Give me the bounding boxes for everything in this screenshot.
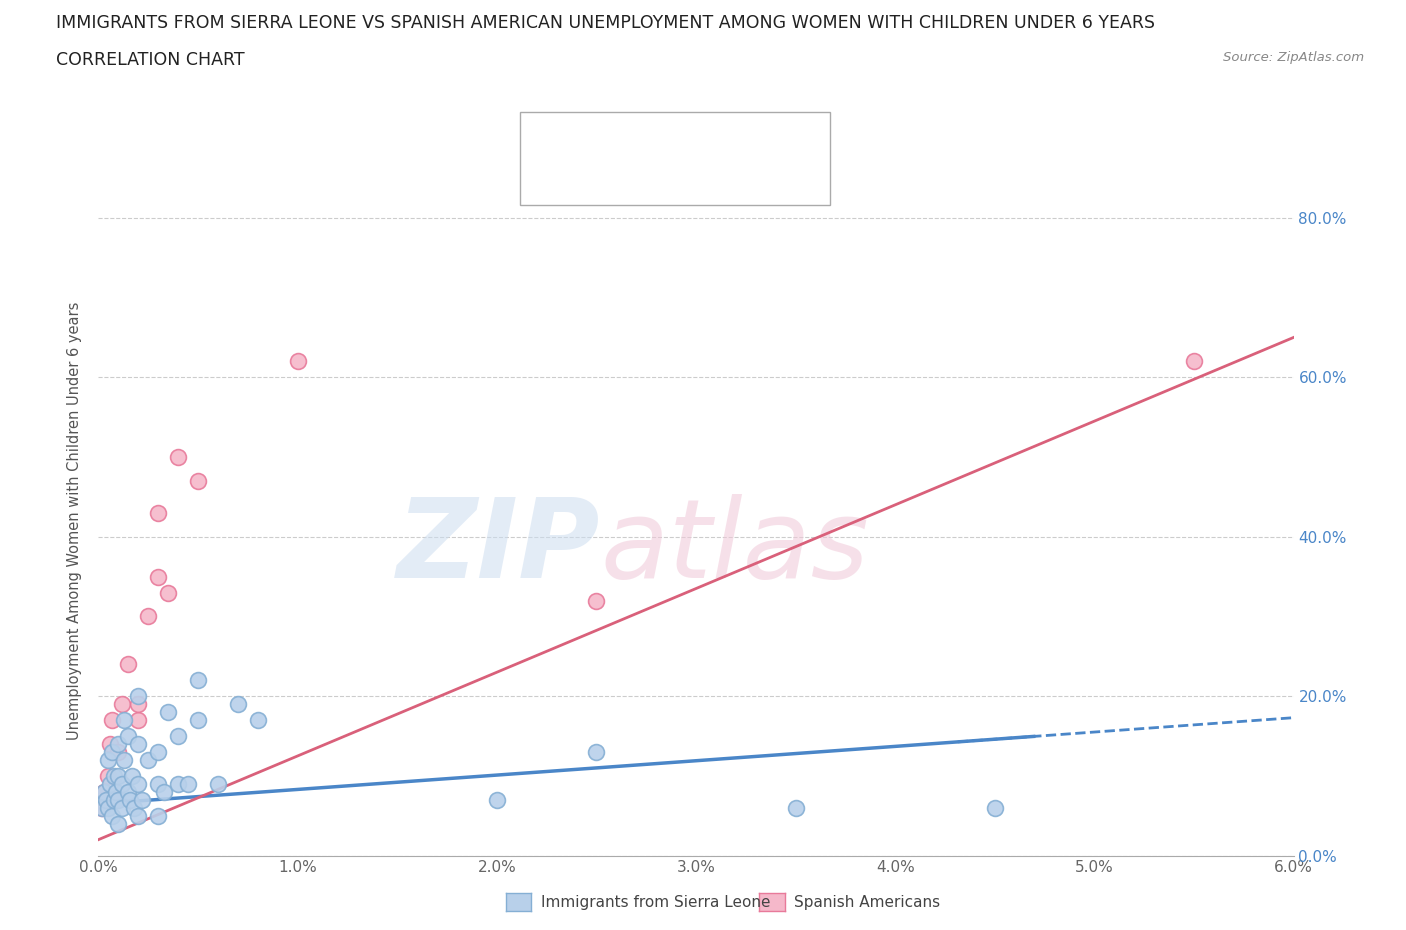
Point [1182,354,1205,369]
Text: 20: 20 [700,172,723,190]
Point [148,505,170,520]
Point [91,801,114,816]
Text: 47: 47 [700,132,724,150]
Point [103,768,125,783]
Point [127,777,149,791]
Point [91,801,114,816]
Text: atlas: atlas [600,494,869,601]
Point [120,792,142,807]
Point [485,792,508,807]
Text: N =: N = [652,172,700,190]
Text: Source: ZipAtlas.com: Source: ZipAtlas.com [1223,51,1364,64]
Point [207,777,229,791]
Point [93,784,115,799]
Point [103,792,125,807]
Point [93,784,115,799]
Text: N =: N = [652,132,700,150]
Text: ZIP: ZIP [396,494,600,601]
Point [246,712,269,727]
Point [127,697,149,711]
Text: Immigrants from Sierra Leone: Immigrants from Sierra Leone [541,895,770,910]
Point [97,801,120,816]
Point [226,697,249,711]
Point [127,737,149,751]
Point [136,609,159,624]
Point [148,777,170,791]
Point [287,354,309,369]
Text: Spanish Americans: Spanish Americans [794,895,941,910]
Point [121,768,143,783]
Point [127,689,149,704]
Point [153,784,176,799]
Point [105,792,128,807]
Point [187,712,209,727]
Point [117,728,139,743]
Point [101,808,124,823]
Point [111,801,134,816]
Point [148,569,170,584]
Point [127,808,149,823]
Point [96,792,118,807]
Point [984,801,1007,816]
Point [131,792,153,807]
Point [107,768,129,783]
Point [101,712,124,727]
Point [111,697,134,711]
Point [107,792,129,807]
Text: IMMIGRANTS FROM SIERRA LEONE VS SPANISH AMERICAN UNEMPLOYMENT AMONG WOMEN WITH C: IMMIGRANTS FROM SIERRA LEONE VS SPANISH … [56,14,1156,32]
Point [148,808,170,823]
Point [97,768,120,783]
Point [785,801,807,816]
Point [167,728,190,743]
Point [117,657,139,671]
Point [167,777,190,791]
Text: 0.523: 0.523 [616,172,668,190]
Point [585,593,607,608]
Point [98,777,122,791]
Text: CORRELATION CHART: CORRELATION CHART [56,51,245,69]
Text: 0.213: 0.213 [616,132,668,150]
Point [105,784,128,799]
Y-axis label: Unemployment Among Women with Children Under 6 years: Unemployment Among Women with Children U… [67,301,83,740]
Point [157,585,180,600]
Point [111,777,134,791]
Text: R =: R = [574,132,610,150]
Point [124,801,146,816]
Point [167,449,190,464]
Text: R =: R = [574,172,610,190]
Point [107,817,129,831]
Point [101,745,124,760]
Point [97,752,120,767]
Point [187,672,209,687]
Point [127,712,149,727]
Point [107,737,129,751]
Point [177,777,200,791]
Point [112,752,135,767]
Point [187,473,209,488]
Point [112,712,135,727]
Point [98,737,122,751]
Point [136,752,159,767]
Point [117,784,139,799]
Point [157,705,180,720]
Point [107,745,129,760]
Point [148,745,170,760]
Point [585,745,607,760]
